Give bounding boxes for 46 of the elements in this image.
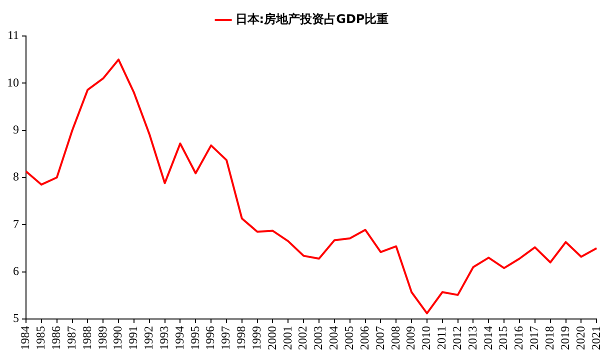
x-tick-label: 1997 <box>218 326 233 350</box>
x-tick-label: 2014 <box>480 326 495 350</box>
y-tick-label: 11 <box>7 28 19 42</box>
x-tick-label: 1987 <box>64 326 78 350</box>
x-tick-label: 2003 <box>311 326 326 350</box>
x-tick-label: 2011 <box>434 326 449 350</box>
x-tick-label: 2004 <box>326 326 341 350</box>
x-tick-label: 2013 <box>465 326 480 350</box>
legend-label: 日本:房地产投资占GDP比重 <box>235 12 389 26</box>
x-tick-label: 2010 <box>419 326 434 350</box>
x-tick-label: 1992 <box>142 326 156 350</box>
x-tick-label: 1996 <box>203 326 218 350</box>
x-tick-label: 2015 <box>496 326 510 350</box>
y-tick-label: 10 <box>7 75 19 90</box>
x-tick-label: 1989 <box>95 326 110 350</box>
x-tick-label: 2020 <box>573 326 588 350</box>
x-tick-label: 1985 <box>34 326 48 350</box>
x-tick-label: 2002 <box>296 326 310 350</box>
x-tick-label: 1993 <box>156 326 171 350</box>
y-tick-label: 7 <box>13 216 19 231</box>
x-tick-label: 2000 <box>264 326 279 350</box>
x-tick-label: 2005 <box>342 326 356 350</box>
x-tick-label: 1986 <box>49 326 63 350</box>
x-tick-label: 1984 <box>18 326 32 350</box>
y-tick-label: 9 <box>13 122 19 136</box>
x-tick-label: 2007 <box>372 326 387 350</box>
x-tick-label: 1998 <box>234 326 248 350</box>
y-tick-label: 6 <box>13 264 19 278</box>
x-tick-label: 2019 <box>558 326 572 350</box>
x-tick-label: 2008 <box>388 326 402 350</box>
x-tick-label: 2018 <box>542 326 556 350</box>
x-tick-label: 1995 <box>188 326 202 350</box>
x-tick-label: 2001 <box>280 326 294 350</box>
x-tick-label: 1994 <box>172 326 186 350</box>
x-tick-label: 1991 <box>126 326 140 350</box>
x-tick-label: 1988 <box>80 326 94 350</box>
x-tick-label: 2021 <box>588 326 603 350</box>
y-tick-label: 8 <box>13 170 19 184</box>
x-tick-label: 2006 <box>357 326 372 350</box>
x-tick-label: 1990 <box>110 326 125 350</box>
x-tick-label: 2009 <box>404 326 418 350</box>
x-tick-label: 1999 <box>249 326 264 350</box>
x-tick-label: 2017 <box>527 326 542 350</box>
x-tick-label: 2016 <box>512 326 526 350</box>
x-tick-label: 2012 <box>450 326 464 350</box>
y-tick-label: 5 <box>13 311 19 326</box>
